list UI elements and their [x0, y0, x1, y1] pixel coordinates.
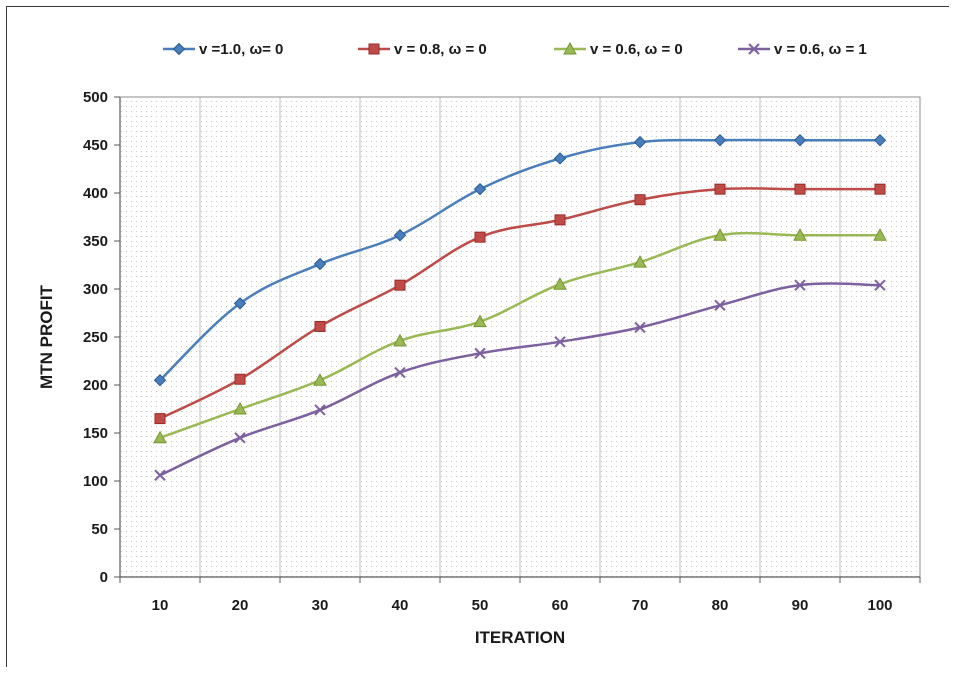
series-3-point — [873, 228, 887, 241]
series-4-point — [554, 336, 566, 348]
y-tick-label: 100 — [83, 473, 108, 490]
y-axis-title: MTN PROFIT — [37, 284, 56, 388]
series-4-point — [234, 432, 246, 444]
series-2-point — [634, 194, 646, 206]
legend-marker — [563, 41, 577, 55]
series-4-point — [474, 347, 486, 360]
x-marker-stroke — [394, 366, 406, 379]
y-tick-label: 350 — [83, 233, 108, 250]
series-3-point — [153, 430, 167, 444]
legend-entry-1: v =1.0, ω= 0 — [163, 41, 283, 58]
series-4-point — [314, 404, 326, 416]
series-1-point — [473, 182, 487, 196]
series-4-point — [714, 299, 726, 312]
series-4-point — [634, 321, 646, 334]
series-3-point — [473, 314, 487, 328]
series-1-point — [633, 135, 647, 149]
legend-entry-2: v = 0.8, ω = 0 — [358, 41, 487, 58]
y-tick-label: 150 — [83, 425, 108, 442]
x-tick-label: 50 — [472, 597, 489, 614]
series-1-point — [393, 229, 407, 242]
series-1-point — [713, 133, 727, 147]
x-tick-label: 80 — [712, 597, 729, 614]
series-1-point — [793, 133, 807, 147]
series-2-point — [794, 183, 806, 195]
y-tick-label: 450 — [83, 137, 108, 154]
x-marker-stroke — [874, 279, 886, 291]
legend-marker — [172, 42, 186, 56]
y-tick-label: 500 — [83, 89, 108, 106]
series-3-point — [393, 333, 407, 347]
series-2-point — [394, 279, 406, 291]
series-3-point — [313, 373, 327, 386]
series-1-line — [159, 138, 880, 382]
series-2-point — [314, 320, 326, 332]
series-1-point — [873, 133, 887, 147]
legend-label: v = 0.6, ω = 1 — [774, 41, 867, 58]
x-marker-stroke — [554, 336, 566, 348]
series-3 — [153, 228, 887, 444]
series-1-point — [233, 297, 247, 310]
series-2-point — [554, 214, 566, 226]
x-marker-stroke — [154, 469, 166, 481]
legend-entry-3: v = 0.6, ω = 0 — [554, 41, 683, 58]
series-2-point — [154, 413, 166, 425]
series-4-point — [794, 279, 806, 291]
x-marker-stroke — [234, 432, 246, 444]
series-1-point — [313, 257, 327, 271]
series-3-line — [159, 231, 880, 439]
series-3-point — [553, 277, 567, 290]
y-tick-label: 50 — [91, 521, 108, 538]
x-marker-stroke — [714, 299, 726, 312]
x-tick-label: 90 — [792, 597, 809, 614]
series-2-point — [234, 373, 246, 385]
series-4-point — [154, 469, 166, 481]
x-marker-stroke — [634, 321, 646, 334]
y-tick-label: 400 — [83, 185, 108, 202]
x-tick-label: 100 — [867, 597, 892, 614]
legend-label: v =1.0, ω= 0 — [199, 41, 283, 58]
series-4-point — [874, 279, 886, 291]
legend-marker — [368, 43, 380, 55]
y-tick-label: 200 — [83, 377, 108, 394]
x-tick-label: 70 — [632, 597, 649, 614]
x-tick-label: 30 — [312, 597, 329, 614]
legend-entry-4: v = 0.6, ω = 1 — [738, 41, 867, 58]
legend-label: v = 0.6, ω = 0 — [590, 41, 683, 58]
x-marker-stroke — [794, 279, 806, 291]
x-tick-label: 20 — [232, 597, 249, 614]
x-tick-label: 60 — [552, 597, 569, 614]
series-3-point — [713, 228, 727, 241]
series-2-point — [874, 183, 886, 195]
series-3-point — [233, 401, 247, 415]
series-2-point — [474, 231, 486, 243]
series-1 — [153, 133, 887, 387]
series-2-line — [159, 187, 880, 420]
series-2-point — [714, 183, 726, 195]
x-marker-stroke — [748, 43, 760, 55]
series-4-line — [159, 282, 881, 477]
y-tick-label: 300 — [83, 281, 108, 298]
legend-marker — [748, 43, 760, 55]
y-tick-label: 250 — [83, 329, 108, 346]
x-tick-label: 40 — [392, 597, 409, 614]
series-2 — [154, 183, 886, 425]
series-1-point — [553, 152, 567, 165]
series-4 — [154, 279, 886, 481]
series-3-point — [633, 255, 647, 268]
x-tick-label: 10 — [152, 597, 169, 614]
series-4-point — [394, 366, 406, 379]
x-marker-stroke — [314, 404, 326, 416]
x-axis-title: ITERATION — [475, 628, 565, 647]
series-3-point — [793, 228, 807, 241]
legend-label: v = 0.8, ω = 0 — [394, 41, 487, 58]
y-tick-label: 0 — [100, 569, 108, 586]
x-marker-stroke — [474, 347, 486, 360]
series-1-point — [153, 373, 167, 387]
